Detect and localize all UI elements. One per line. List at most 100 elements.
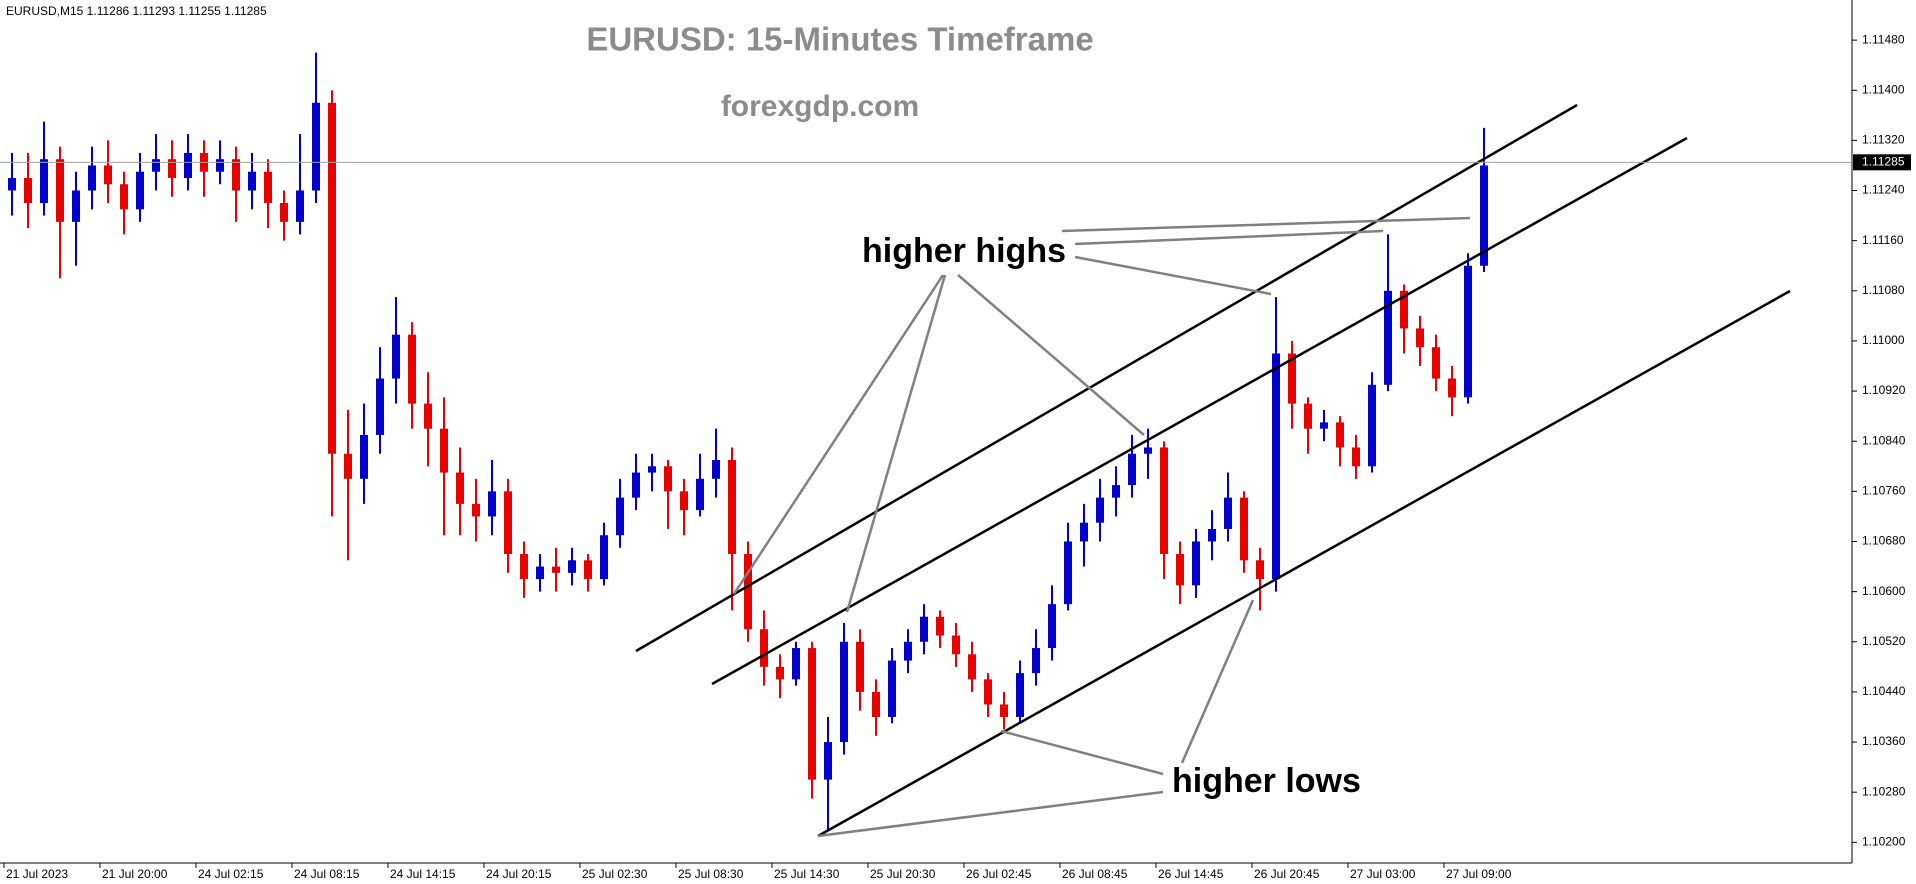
y-tick-label: 1.10280 [1862, 784, 1906, 798]
y-tick-label: 1.10440 [1862, 684, 1906, 698]
y-tick-label: 1.11240 [1862, 183, 1905, 197]
y-tick-label: 1.11080 [1862, 283, 1905, 297]
x-tick-label: 25 Jul 08:30 [678, 867, 744, 881]
candle-body [744, 554, 752, 630]
pointer [1074, 229, 1384, 246]
candle-body [680, 491, 688, 511]
candle-body [360, 434, 368, 479]
candle-body [24, 177, 32, 204]
candle-body [968, 654, 976, 680]
current-price-box [1853, 154, 1911, 171]
pointer-lines [732, 216, 1471, 838]
candle-body [344, 453, 352, 479]
channel-line [817, 289, 1791, 838]
candle-body [472, 503, 480, 517]
candle-body [1272, 353, 1280, 580]
x-tick-label: 24 Jul 14:15 [390, 867, 456, 881]
candle-body [264, 171, 272, 204]
x-tick-label: 25 Jul 14:30 [774, 867, 840, 881]
candle-body [1224, 497, 1232, 529]
candle-body [1064, 541, 1072, 605]
candle-body [296, 190, 304, 222]
candle-body [584, 560, 592, 580]
y-tick-label: 1.10360 [1862, 734, 1906, 748]
pointer [817, 790, 1164, 838]
candle-body [824, 742, 832, 780]
candle-body [72, 190, 80, 222]
candle-body [152, 159, 160, 172]
channel-line [711, 136, 1688, 686]
annotation: higher highs [862, 232, 1066, 270]
candle-body [904, 641, 912, 661]
candle-body [1288, 353, 1296, 404]
candle-body [1352, 447, 1360, 467]
pointer [732, 274, 945, 595]
candle-body [1160, 447, 1168, 555]
y-tick-label: 1.10760 [1862, 484, 1906, 498]
candle-body [760, 629, 768, 667]
candle-body [600, 535, 608, 580]
x-tick-label: 24 Jul 20:15 [486, 867, 552, 881]
channel-line [635, 103, 1578, 653]
candle-body [1304, 403, 1312, 429]
candle-body [1000, 704, 1008, 717]
x-tick-label: 21 Jul 2023 [6, 867, 68, 881]
candle-body [536, 566, 544, 580]
candle-body [1432, 347, 1440, 379]
candle-body [120, 184, 128, 210]
pointer [1061, 216, 1471, 233]
candle-body [184, 152, 192, 178]
candle-body [664, 466, 672, 492]
channel-lines [635, 103, 1791, 838]
candle-body [696, 478, 704, 511]
candle-body [1112, 485, 1120, 498]
candle-body [1320, 422, 1328, 429]
pointer [845, 274, 947, 613]
candle-body [920, 616, 928, 642]
candle-body [1256, 560, 1264, 580]
candle-body [408, 334, 416, 404]
candle-body [1144, 447, 1152, 454]
candle-body [872, 691, 880, 717]
candle-body [1368, 384, 1376, 467]
candle-body [648, 466, 656, 473]
candle-body [1336, 422, 1344, 448]
x-tick-label: 25 Jul 20:30 [870, 867, 936, 881]
candle-body [552, 566, 560, 573]
x-tick-label: 26 Jul 20:45 [1254, 867, 1320, 881]
y-tick-label: 1.10840 [1862, 433, 1906, 447]
candle-body [8, 177, 16, 191]
y-tick-label: 1.11320 [1862, 133, 1905, 147]
y-tick-label: 1.11160 [1862, 233, 1904, 247]
candle-body [168, 159, 176, 178]
y-tick-label: 1.11480 [1862, 32, 1905, 46]
y-tick-label: 1.10520 [1862, 634, 1906, 648]
candle-body [504, 491, 512, 555]
candle-body [1016, 673, 1024, 717]
candle-body [856, 641, 864, 692]
candles [8, 52, 1488, 830]
candle-body [232, 159, 240, 191]
x-tick-label: 27 Jul 09:00 [1446, 867, 1512, 881]
y-tick-label: 1.10600 [1862, 584, 1906, 598]
chart-title: EURUSD: 15-Minutes Timeframe [586, 21, 1093, 58]
candle-body [328, 102, 336, 454]
candle-body [56, 159, 64, 222]
y-tick-label: 1.11000 [1862, 333, 1905, 347]
x-tick-label: 26 Jul 14:45 [1158, 867, 1224, 881]
chart-subtitle: forexgdp.com [721, 90, 919, 123]
y-tick-label: 1.11400 [1862, 82, 1905, 96]
candle-body [104, 165, 112, 185]
x-tick-label: 25 Jul 02:30 [582, 867, 648, 881]
candle-body [520, 554, 528, 580]
pointer [957, 274, 1145, 436]
candle-body [136, 171, 144, 210]
candle-body [1448, 378, 1456, 398]
candle-body [40, 159, 48, 204]
candle-body [888, 660, 896, 717]
candle-body [440, 428, 448, 473]
candle-body [1192, 541, 1200, 586]
candle-body [840, 641, 848, 743]
